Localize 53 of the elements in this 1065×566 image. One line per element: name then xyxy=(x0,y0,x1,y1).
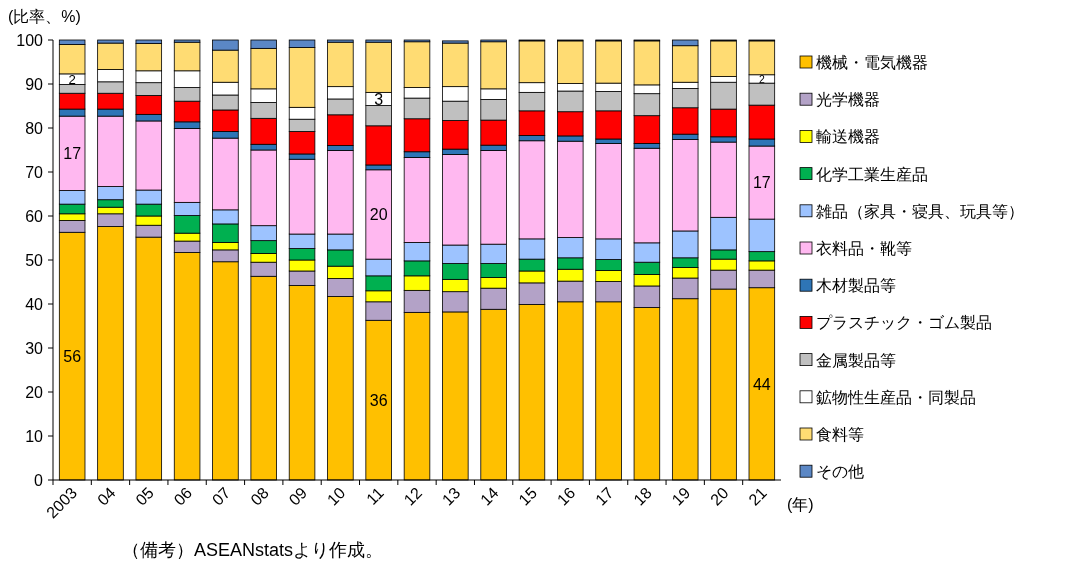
data-label: 44 xyxy=(752,375,771,393)
data-label: 2 xyxy=(758,73,765,85)
y-tick-label: 80 xyxy=(25,120,44,137)
y-tick-label: 10 xyxy=(25,428,44,445)
y-tick-label: 20 xyxy=(25,384,44,401)
data-label: 2 xyxy=(68,71,76,87)
y-tick-label: 100 xyxy=(16,32,44,49)
x-tick-label: 13 xyxy=(438,484,464,509)
legend-label: 鉱物性生産品・同製品 xyxy=(816,388,976,406)
data-label: 20 xyxy=(369,206,388,224)
x-tick-label: 06 xyxy=(170,484,196,509)
text: （備考）ASEANstatsより作成。 xyxy=(122,540,384,560)
data-label: 56 xyxy=(63,347,82,365)
y-tick-label: 90 xyxy=(25,76,44,93)
legend-label: 輸送機器 xyxy=(816,128,880,146)
x-tick-label: 11 xyxy=(363,484,387,508)
x-tick-label: 09 xyxy=(285,484,311,509)
legend-label: 機械・電気機器 xyxy=(816,54,928,71)
x-tick-label: 15 xyxy=(515,484,541,509)
data-label: 17 xyxy=(63,145,82,163)
x-tick-label: 14 xyxy=(477,484,502,509)
x-axis-title: (年) xyxy=(787,496,814,513)
x-tick-label: 16 xyxy=(553,484,579,509)
legend-label: 木材製品等 xyxy=(816,277,896,295)
x-tick-label: 21 xyxy=(745,484,771,509)
x-tick-label: 12 xyxy=(400,484,426,509)
x-tick-label: 10 xyxy=(323,484,349,509)
y-tick-label: 60 xyxy=(25,208,44,225)
x-tick-label: 20 xyxy=(707,484,732,509)
x-tick-label: 05 xyxy=(132,484,157,509)
legend-label: 光学機器 xyxy=(816,91,880,109)
y-tick-label: 50 xyxy=(25,252,44,269)
x-tick-label: 18 xyxy=(630,484,656,509)
y-tick-label: 40 xyxy=(25,296,44,313)
x-tick-label: 07 xyxy=(208,484,234,509)
data-label: 36 xyxy=(369,391,388,409)
x-tick-label: 08 xyxy=(247,484,272,509)
legend-label: その他 xyxy=(816,463,864,481)
legend-label: 雑品（家具・寝具、玩具等） xyxy=(816,202,1024,220)
legend-label: 金属製品等 xyxy=(816,351,896,369)
y-tick-label: 30 xyxy=(25,340,44,357)
legend-label: プラスチック・ゴム製品 xyxy=(816,314,992,332)
y-tick-label: 70 xyxy=(25,164,44,181)
data-label: 17 xyxy=(752,174,771,192)
y-tick-label: 0 xyxy=(34,472,44,489)
legend-label: 衣料品・靴等 xyxy=(816,240,912,257)
y-axis-title: (比率、%) xyxy=(8,8,81,25)
x-tick-label: 04 xyxy=(93,484,119,509)
x-tick-label: 17 xyxy=(592,484,617,509)
legend-label: 食料等 xyxy=(816,426,864,443)
legend-label: 化学工業生産品 xyxy=(816,165,928,183)
data-label: 3 xyxy=(374,90,384,108)
x-tick-label: 19 xyxy=(668,484,694,509)
